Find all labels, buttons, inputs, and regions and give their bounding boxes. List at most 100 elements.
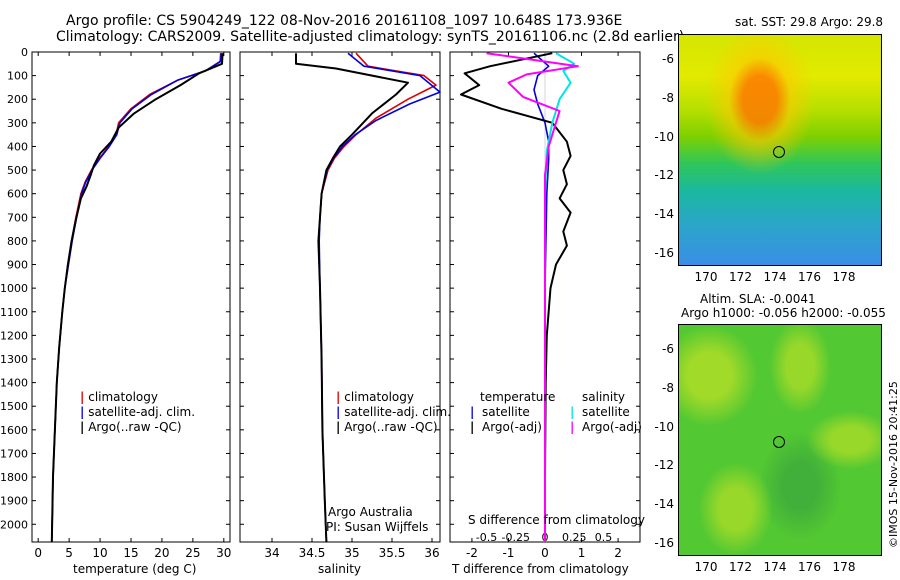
- x-tick-label: 25: [185, 546, 200, 560]
- diff-legend-temp-satellite: satellite: [482, 405, 530, 419]
- y-tick-label: 900: [7, 259, 28, 272]
- sla-x-tick-label: 172: [729, 560, 752, 574]
- s-tick-label: 0.25: [562, 531, 587, 544]
- series-line-temperature-1: [51, 53, 223, 543]
- header-line2: Climatology: CARS2009. Satellite-adjuste…: [56, 29, 685, 45]
- diff-top-label: S difference from climatology: [468, 513, 645, 527]
- y-tick-label: 1100: [0, 306, 28, 319]
- x-tick-label: 0: [34, 546, 42, 560]
- diff-legend-temp-argo: Argo(-adj): [482, 420, 542, 434]
- x-tick-label: 0: [541, 546, 549, 560]
- y-tick-label: 2000: [0, 518, 28, 531]
- y-tick-label: 1500: [0, 400, 28, 413]
- sst-y-tick-label: -8: [662, 90, 674, 105]
- x-tick-label: 1: [578, 546, 586, 560]
- s-tick-label: -0.25: [502, 531, 530, 544]
- x-tick-label: 34: [264, 546, 279, 560]
- x-tick-label: 30: [216, 546, 231, 560]
- y-tick-label: 200: [7, 93, 28, 106]
- y-tick-label: 300: [7, 117, 28, 130]
- y-tick-label: 1700: [0, 447, 28, 460]
- s-tick-label: 0.5: [595, 531, 613, 544]
- series-line-salinity-2: [295, 53, 409, 543]
- sst-y-tick-label: -12: [654, 168, 674, 183]
- sal-legend: | climatology | satellite-adj. clim. | A…: [336, 390, 452, 434]
- x-tick-label: 35: [344, 546, 359, 560]
- sla-x-tick-label: 178: [832, 560, 856, 574]
- sla-y-tick-label: -6: [662, 342, 674, 356]
- x-tick-label: -2: [466, 546, 478, 560]
- panel-frame-salinity: [239, 51, 441, 543]
- x-tick-label: 10: [92, 546, 107, 560]
- x-tick-label: 34.5: [299, 546, 326, 560]
- diff-legend-temperature-header: temperature: [480, 390, 556, 404]
- y-tick-label: 500: [7, 164, 28, 177]
- sst-x-tick-label: 172: [729, 270, 752, 284]
- x-tick-label: 5: [65, 546, 73, 560]
- y-tick-label: 1900: [0, 495, 28, 508]
- x-tick-label: 20: [154, 546, 169, 560]
- temp-legend-argo: Argo(..raw -QC): [88, 420, 182, 434]
- sst-x-tick-label: 174: [763, 270, 787, 284]
- y-tick-label: 100: [7, 70, 28, 83]
- diff-legend-sal-argo: Argo(-adj): [582, 420, 642, 434]
- sst-x-tick-label: 170: [694, 270, 718, 284]
- argo-float-marker-sla: [773, 436, 785, 448]
- sla-map-title-line2: Argo h1000: -0.056 h2000: -0.055: [681, 306, 886, 320]
- sst-x-tick-label: 176: [798, 270, 821, 284]
- y-tick-label: 400: [7, 140, 28, 153]
- panel-frame-temperature: [31, 51, 231, 543]
- sla-x-tick-label: 174: [763, 560, 787, 574]
- temp-legend-climatology: climatology: [88, 390, 158, 404]
- series-line-difference-0: [533, 52, 550, 542]
- y-tick-label: 600: [7, 188, 28, 201]
- y-tick-label: 1000: [0, 282, 28, 295]
- x-tick-label: -1: [502, 546, 514, 560]
- x-tick-label: 36: [424, 546, 439, 560]
- pi-label: PI: Susan Wijffels: [326, 520, 429, 534]
- sla-x-tick-label: 176: [798, 560, 821, 574]
- sal-legend-satellite: satellite-adj. clim.: [344, 405, 452, 419]
- sla-x-tick-label: 170: [694, 560, 718, 574]
- sla-y-tick-label: -16: [654, 536, 674, 550]
- diff-legend-sal-satellite: satellite: [582, 405, 630, 419]
- diff-xlabel: T difference from climatology: [452, 562, 629, 576]
- temp-legend-satellite: satellite-adj. clim.: [88, 405, 196, 419]
- x-tick-label: 15: [123, 546, 138, 560]
- series-line-salinity-1: [318, 52, 441, 543]
- diff-legend-salinity-header: salinity: [582, 390, 626, 404]
- sst-map[interactable]: [678, 34, 882, 266]
- y-tick-label: 1800: [0, 471, 28, 484]
- series-line-temperature-0: [51, 53, 222, 543]
- s-tick-label: -0.5: [476, 531, 497, 544]
- temp-legend: | climatology | satellite-adj. clim. | A…: [80, 390, 196, 434]
- series-line-temperature-2: [50, 53, 224, 543]
- sst-y-tick-label: -14: [654, 207, 674, 222]
- sst-map-title: sat. SST: 29.8 Argo: 29.8: [735, 15, 884, 29]
- y-tick-label: 1200: [0, 329, 28, 342]
- sla-map[interactable]: [678, 324, 882, 556]
- y-tick-label: 1600: [0, 424, 28, 437]
- argo-float-marker: [773, 146, 785, 158]
- series-line-difference-3: [486, 52, 579, 542]
- temp-xlabel: temperature (deg C): [73, 562, 197, 576]
- sst-y-tick-label: -6: [662, 52, 674, 66]
- y-tick-label: 700: [7, 211, 28, 224]
- series-line-salinity-0: [317, 52, 437, 543]
- argo-australia-label: Argo Australia: [328, 505, 413, 519]
- sal-legend-climatology: climatology: [344, 390, 414, 404]
- y-tick-label: 800: [7, 235, 28, 248]
- x-tick-label: 2: [614, 546, 622, 560]
- header-line1: Argo profile: CS 5904249_122 08-Nov-2016…: [66, 13, 623, 29]
- sal-legend-argo: Argo(..raw -QC): [344, 420, 438, 434]
- y-tick-label: 1300: [0, 353, 28, 366]
- y-tick-label: 0: [21, 46, 28, 59]
- sla-y-tick-label: -14: [654, 497, 674, 512]
- sla-y-tick-label: -10: [654, 419, 674, 434]
- sla-y-tick-label: -12: [654, 458, 674, 473]
- diff-legend: temperature salinity | satellite | satel…: [470, 390, 642, 434]
- imos-watermark: ©IMOS 15-Nov-2016 20:41:25: [887, 381, 900, 548]
- sal-xlabel: salinity: [318, 562, 362, 576]
- sla-y-tick-label: -8: [662, 380, 674, 395]
- x-tick-label: 35.5: [379, 546, 406, 560]
